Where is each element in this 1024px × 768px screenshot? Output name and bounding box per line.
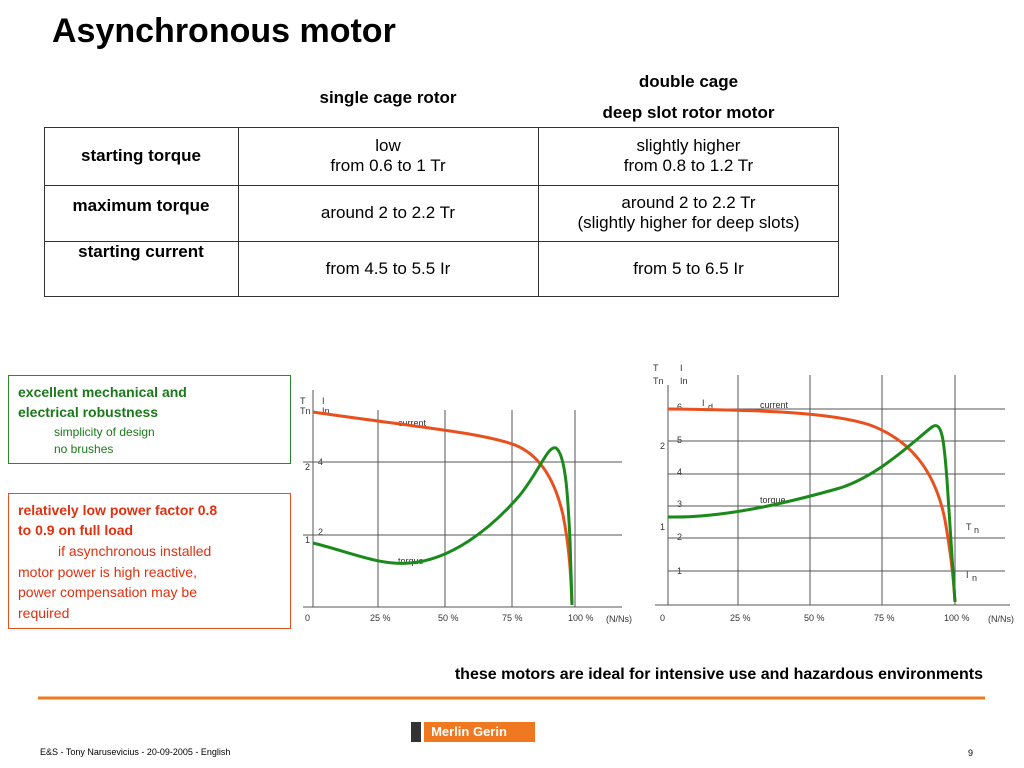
diagram-label: torque [760, 495, 786, 505]
diagram-label: torque [398, 556, 424, 566]
diagram-label: 100 % [944, 613, 970, 623]
diagram-label: 50 % [438, 613, 459, 623]
diagram-label: 2 [318, 527, 324, 537]
cell: low [375, 136, 401, 155]
diagram-label: Tn [653, 376, 664, 386]
diagram-label: 25 % [370, 613, 391, 623]
cell: from 0.8 to 1.2 Tr [623, 156, 754, 175]
tagline: these motors are ideal for intensive use… [454, 666, 983, 683]
col-line [238, 127, 239, 297]
box-title: electrical robustness [18, 404, 159, 420]
diagram-label: In [322, 406, 330, 416]
diagram-label: T [653, 363, 659, 373]
diagram-label: 5 [677, 435, 683, 445]
diagram-label: I [966, 570, 969, 580]
diagram-label: current [760, 400, 789, 410]
diagram-label: 50 % [804, 613, 825, 623]
diagram-label: 2 [660, 441, 666, 451]
table-border [44, 127, 839, 297]
page-number: 9 [968, 748, 974, 758]
diagram-label: I [680, 363, 683, 373]
diagram-label: 25 % [730, 613, 751, 623]
diagram-label: (N/Ns) [606, 614, 632, 624]
diagram-label: 100 % [568, 613, 594, 623]
diagram-label: 3 [677, 499, 683, 509]
col-line [538, 127, 539, 297]
diagram-label: n [974, 525, 980, 535]
diagram-label: 1 [305, 535, 311, 545]
box [8, 375, 291, 464]
diagram-label: 4 [677, 467, 683, 477]
box [8, 493, 291, 629]
grid-left [303, 390, 622, 608]
cell: around 2 to 2.2 Tr [320, 203, 456, 222]
cell: around 2 to 2.2 Tr [621, 193, 756, 212]
torque-curve [667, 424, 957, 603]
title: Asynchronous motor [52, 12, 396, 50]
cell: from 5 to 6.5 Ir [633, 259, 744, 278]
diagram-label: Tn [300, 406, 311, 416]
cell: slightly higher [636, 136, 741, 155]
diagram-label: 0 [305, 613, 311, 623]
diagram-label: 75 % [502, 613, 523, 623]
cell: from 0.6 to 1 Tr [330, 156, 446, 175]
cell: from 4.5 to 5.5 Ir [325, 259, 451, 278]
diagram-label: 6 [677, 402, 683, 412]
logo-bg [424, 722, 535, 742]
diagram-label: (N/Ns) [988, 614, 1014, 624]
torque-curve [312, 446, 574, 606]
box-item: no brushes [54, 442, 114, 456]
logo-icon [411, 722, 421, 742]
diagram-label: T [300, 396, 306, 406]
row-label: starting current [78, 242, 204, 261]
diagram-label: 1 [660, 522, 666, 532]
column-header: double cage [638, 72, 739, 91]
cell: (slightly higher for deep slots) [577, 213, 800, 232]
box-title: to 0.9 on full load [18, 522, 134, 538]
row-label: starting torque [81, 146, 201, 165]
diagram-label: 2 [305, 462, 311, 472]
diagram-label: current [398, 418, 427, 428]
credit: E&S - Tony Narusevicius - 20-09-2005 - E… [40, 747, 231, 757]
row-line [44, 241, 839, 242]
box-text: required [18, 604, 70, 621]
diagram-label: I [702, 398, 705, 408]
column-header: single cage rotor [319, 87, 457, 107]
diagram-label: d [708, 402, 714, 412]
box-text: if asynchronous installed [58, 543, 212, 559]
row-label: maximum torque [72, 196, 210, 215]
box-text: motor power is high reactive, [18, 563, 197, 580]
box-title: excellent mechanical and [18, 384, 187, 400]
column-header: deep slot rotor motor [602, 103, 775, 122]
diagram-label: 75 % [874, 613, 895, 623]
diagram-label: T [966, 522, 972, 532]
logo-text: Merlin Gerin [431, 724, 507, 739]
diagram-label: In [680, 376, 688, 386]
box-title: relatively low power factor 0.8 [18, 502, 218, 518]
diagram-label: 0 [660, 613, 666, 623]
box-text: power compensation may be [18, 584, 197, 600]
diagram-label: I [322, 396, 325, 406]
diagram-label: 2 [677, 532, 683, 542]
current-curve [312, 410, 574, 606]
diagram-label: n [972, 573, 978, 583]
row-line [44, 185, 839, 186]
box-item: simplicity of design [54, 425, 155, 439]
